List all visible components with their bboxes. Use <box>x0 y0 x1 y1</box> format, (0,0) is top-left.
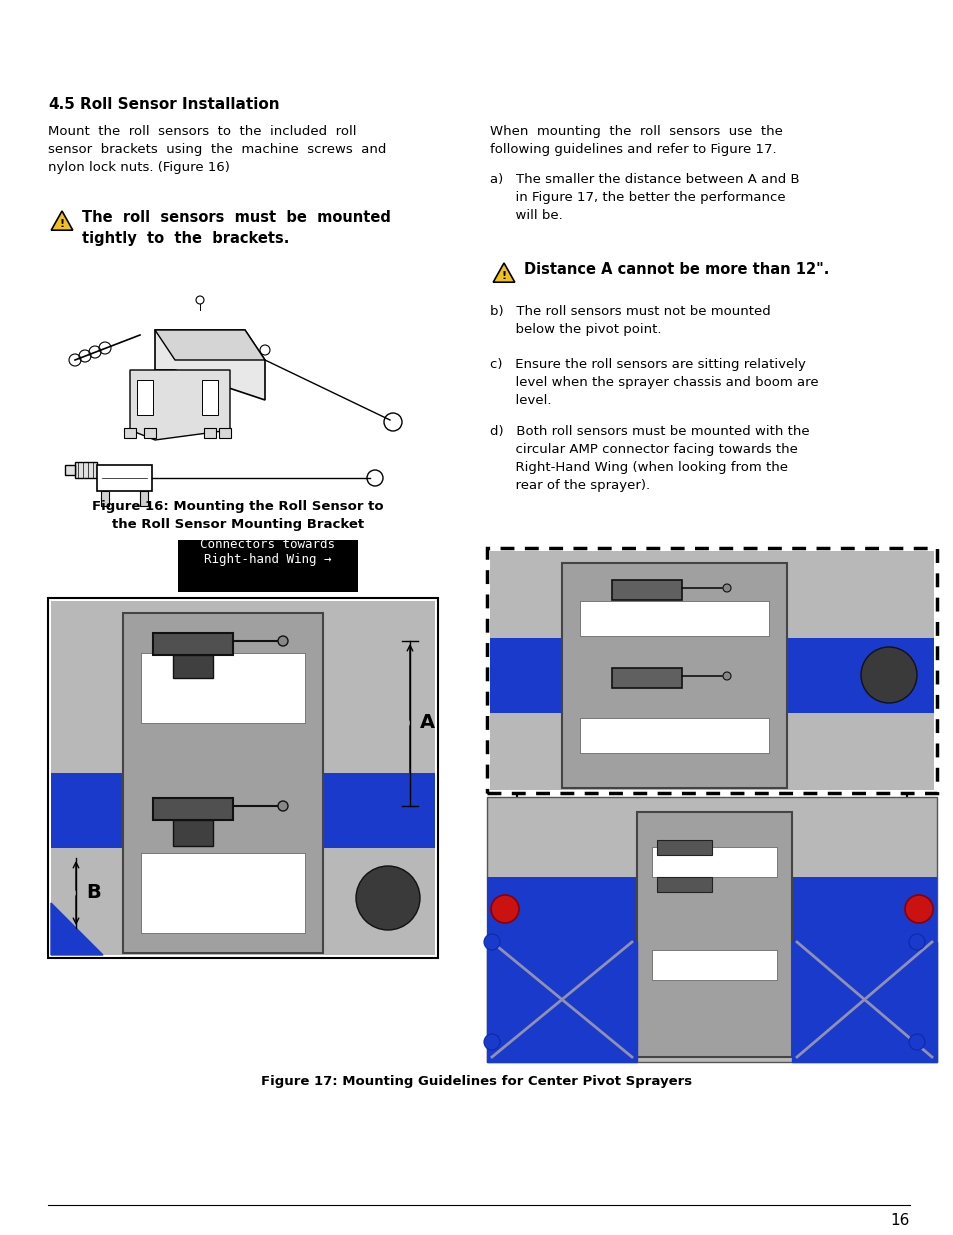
Text: d)   Both roll sensors must be mounted with the
      circular AMP connector fac: d) Both roll sensors must be mounted wit… <box>490 425 809 492</box>
Polygon shape <box>486 942 637 1062</box>
Bar <box>219 429 231 438</box>
Bar <box>51 773 435 848</box>
Circle shape <box>277 802 288 811</box>
Circle shape <box>908 1034 924 1050</box>
Circle shape <box>861 647 916 703</box>
Text: A: A <box>419 714 435 732</box>
Bar <box>178 540 357 592</box>
Bar <box>579 601 768 636</box>
Bar <box>651 847 776 877</box>
Polygon shape <box>51 211 72 230</box>
Text: Roll Sensor Installation: Roll Sensor Installation <box>80 98 279 112</box>
Circle shape <box>908 934 924 950</box>
Bar <box>637 811 791 1057</box>
Text: 16: 16 <box>889 1213 909 1228</box>
Bar <box>123 613 323 953</box>
Bar <box>651 950 776 981</box>
Bar <box>97 466 152 492</box>
Bar <box>612 580 681 600</box>
Text: !: ! <box>59 219 65 228</box>
Text: !: ! <box>501 270 506 280</box>
Text: Figure 17: Mounting Guidelines for Center Pivot Sprayers: Figure 17: Mounting Guidelines for Cente… <box>261 1074 692 1088</box>
Bar <box>141 653 305 722</box>
Bar <box>579 718 768 753</box>
Bar <box>141 853 305 932</box>
Text: a)   The smaller the distance between A and B
      in Figure 17, the better the: a) The smaller the distance between A an… <box>490 173 799 222</box>
Bar <box>140 492 148 506</box>
Bar <box>612 668 681 688</box>
Circle shape <box>491 895 518 923</box>
Text: Connectors towards
Right-hand Wing →: Connectors towards Right-hand Wing → <box>200 538 335 566</box>
Polygon shape <box>130 370 230 440</box>
Polygon shape <box>172 820 213 846</box>
Bar <box>152 634 233 655</box>
Circle shape <box>355 866 419 930</box>
Polygon shape <box>154 330 265 359</box>
Bar <box>486 548 936 793</box>
Text: b)   The roll sensors must not be mounted
      below the pivot point.: b) The roll sensors must not be mounted … <box>490 305 770 336</box>
Circle shape <box>722 584 730 592</box>
Text: 4.5: 4.5 <box>48 98 74 112</box>
Polygon shape <box>172 655 213 678</box>
Bar <box>490 551 933 790</box>
Polygon shape <box>137 380 152 415</box>
Bar <box>152 798 233 820</box>
Bar <box>51 601 435 955</box>
Bar <box>124 429 136 438</box>
Bar <box>657 877 711 892</box>
Bar <box>75 462 97 478</box>
Text: The  roll  sensors  must  be  mounted
tightly  to  the  brackets.: The roll sensors must be mounted tightly… <box>82 210 391 246</box>
Polygon shape <box>154 330 265 400</box>
Bar <box>490 638 933 713</box>
Text: c)   Ensure the roll sensors are sitting relatively
      level when the sprayer: c) Ensure the roll sensors are sitting r… <box>490 358 818 408</box>
Text: Figure 16: Mounting the Roll Sensor to
the Roll Sensor Mounting Bracket: Figure 16: Mounting the Roll Sensor to t… <box>92 500 383 531</box>
Bar <box>486 877 936 942</box>
Text: When  mounting  the  roll  sensors  use  the
following guidelines and refer to F: When mounting the roll sensors use the f… <box>490 125 782 156</box>
Circle shape <box>722 672 730 680</box>
Bar <box>657 840 711 855</box>
Circle shape <box>483 934 499 950</box>
Circle shape <box>277 636 288 646</box>
Bar <box>486 797 936 1062</box>
Polygon shape <box>202 380 218 415</box>
Text: B: B <box>86 883 101 903</box>
Polygon shape <box>791 942 936 1062</box>
Bar <box>48 598 437 958</box>
Circle shape <box>483 1034 499 1050</box>
Text: Mount  the  roll  sensors  to  the  included  roll
sensor  brackets  using  the : Mount the roll sensors to the included r… <box>48 125 386 174</box>
Circle shape <box>904 895 932 923</box>
Bar <box>65 466 75 475</box>
Bar <box>144 429 156 438</box>
Polygon shape <box>51 903 103 955</box>
Bar <box>204 429 215 438</box>
Text: Distance A cannot be more than 12".: Distance A cannot be more than 12". <box>523 262 828 277</box>
Bar <box>561 563 786 788</box>
Bar <box>101 492 109 506</box>
Polygon shape <box>493 263 515 283</box>
